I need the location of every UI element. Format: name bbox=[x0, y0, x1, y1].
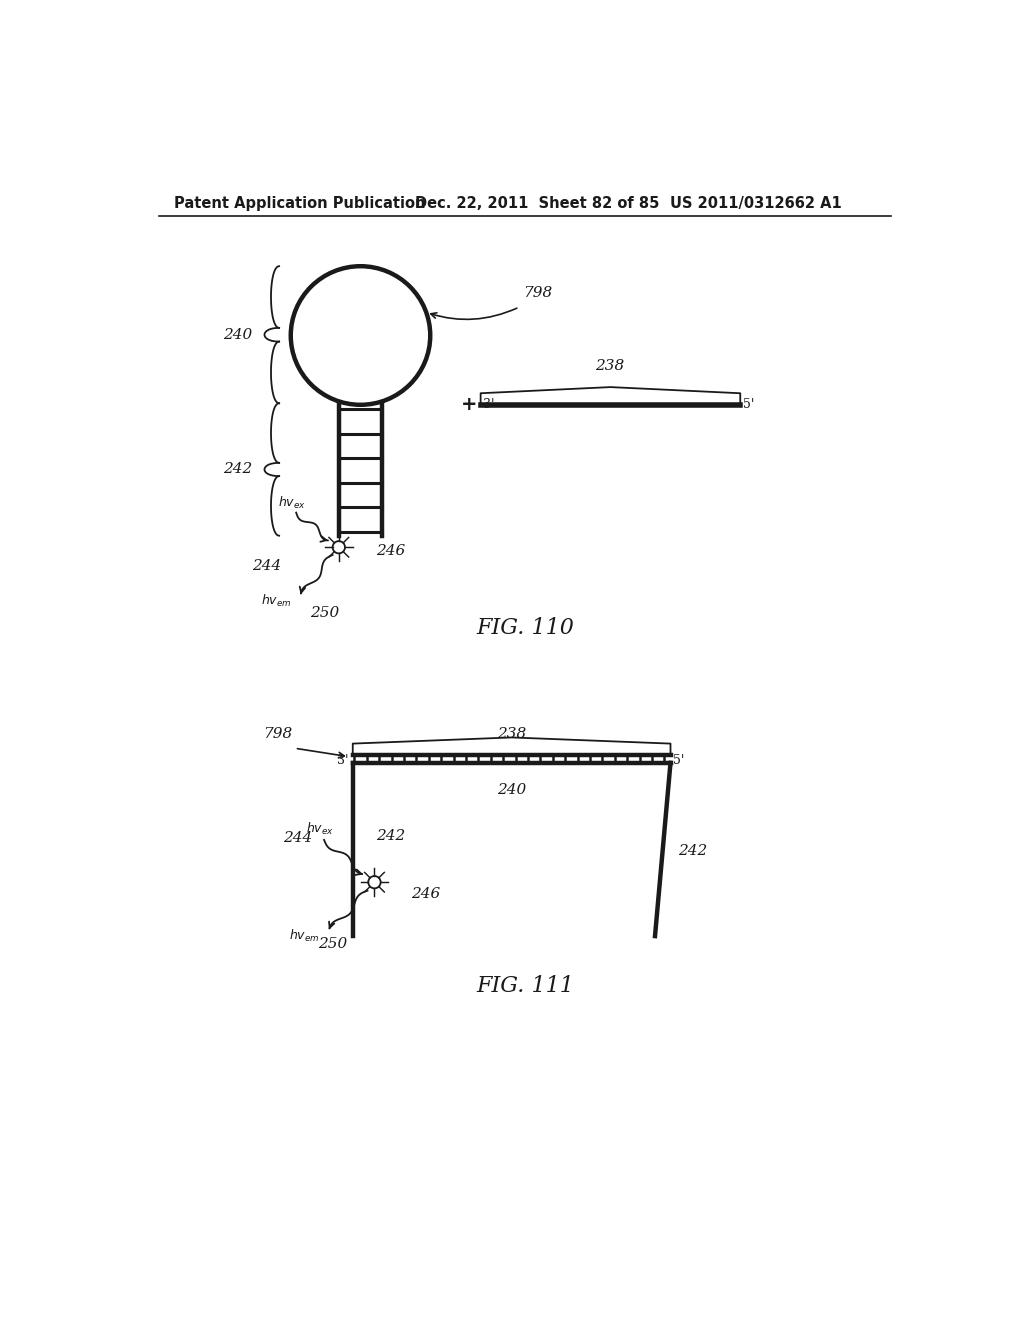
Text: 238: 238 bbox=[497, 727, 526, 742]
Text: 3': 3' bbox=[337, 754, 349, 767]
Text: 250: 250 bbox=[310, 606, 339, 619]
Text: 246: 246 bbox=[411, 887, 440, 900]
Text: 242: 242 bbox=[223, 462, 252, 477]
Text: $hv_{em}$: $hv_{em}$ bbox=[290, 928, 321, 944]
Text: 798: 798 bbox=[523, 286, 553, 300]
Text: 3': 3' bbox=[483, 399, 495, 412]
Text: $hv_{ex}$: $hv_{ex}$ bbox=[279, 495, 306, 511]
Text: Dec. 22, 2011  Sheet 82 of 85: Dec. 22, 2011 Sheet 82 of 85 bbox=[415, 195, 659, 211]
Text: 244: 244 bbox=[284, 832, 312, 845]
Text: 5': 5' bbox=[673, 754, 684, 767]
Text: Patent Application Publication: Patent Application Publication bbox=[174, 195, 426, 211]
Text: 246: 246 bbox=[376, 544, 406, 558]
Text: $hv_{ex}$: $hv_{ex}$ bbox=[306, 821, 334, 837]
Text: 238: 238 bbox=[595, 359, 625, 374]
Text: 250: 250 bbox=[317, 937, 347, 950]
Text: 240: 240 bbox=[223, 327, 252, 342]
Text: 798: 798 bbox=[263, 727, 293, 742]
Text: US 2011/0312662 A1: US 2011/0312662 A1 bbox=[671, 195, 843, 211]
Text: 244: 244 bbox=[252, 560, 282, 573]
Text: FIG. 111: FIG. 111 bbox=[476, 975, 573, 997]
Text: 5': 5' bbox=[742, 399, 754, 412]
Text: 242: 242 bbox=[678, 845, 708, 858]
Text: 240: 240 bbox=[497, 783, 526, 797]
Text: 242: 242 bbox=[376, 829, 406, 843]
Text: $hv_{em}$: $hv_{em}$ bbox=[261, 593, 292, 610]
Text: FIG. 110: FIG. 110 bbox=[476, 618, 573, 639]
Text: +: + bbox=[461, 395, 477, 414]
